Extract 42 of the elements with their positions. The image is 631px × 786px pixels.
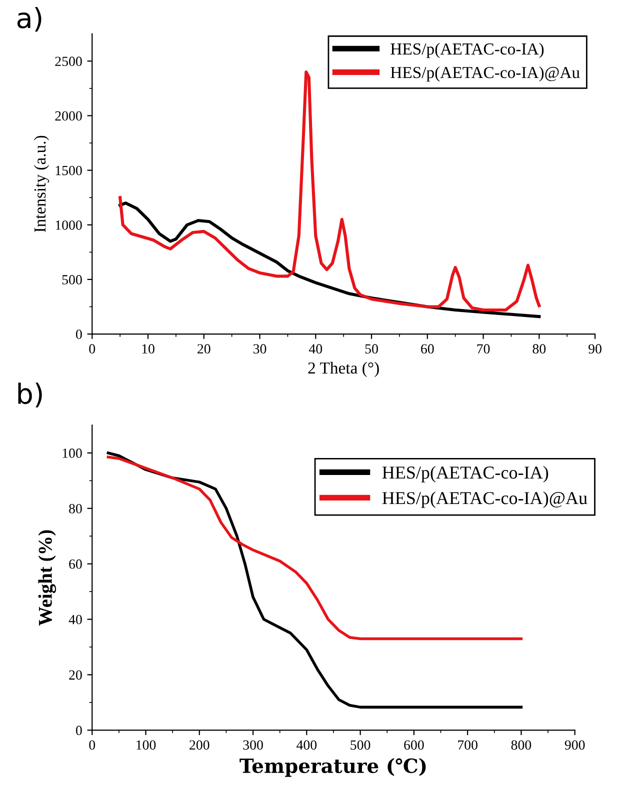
y-axis-title: Weight (%)	[38, 530, 56, 626]
x-tick-label: 600	[404, 740, 424, 750]
legend-label: HES/p(AETAC-co-IA)@Au	[382, 491, 588, 508]
y-tick-label: 0	[76, 726, 82, 736]
y-tick-label: 500	[62, 275, 82, 284]
y-tick-label: 1500	[56, 166, 82, 176]
legend-label: HES/p(AETAC-co-IA)	[382, 466, 548, 482]
x-axis-title: Temperature (℃)	[240, 758, 426, 777]
x-tick-label: 0	[89, 344, 96, 354]
x-tick-label: 800	[511, 740, 532, 750]
x-tick-label: 900	[564, 740, 585, 750]
x-tick-label: 300	[243, 740, 263, 750]
x-tick-label: 50	[365, 344, 378, 354]
x-tick-label: 80	[532, 344, 546, 354]
legend-label: HES/p(AETAC-co-IA)@Au	[390, 66, 580, 82]
y-tick-label: 0	[76, 330, 82, 340]
y-tick-label: 2500	[55, 56, 82, 66]
y-axis-title: Intensity (a.u.)	[34, 136, 50, 232]
x-tick-label: 200	[190, 740, 210, 750]
x-tick-label: 700	[458, 740, 478, 750]
y-tick-label: 40	[68, 614, 82, 624]
y-tick-label: 20	[69, 670, 82, 680]
x-tick-label: 10	[142, 344, 154, 354]
y-tick-label: 80	[69, 504, 82, 514]
x-tick-label: 20	[198, 344, 210, 354]
x-tick-label: 70	[477, 344, 490, 354]
x-tick-label: 400	[296, 740, 317, 750]
y-tick-label: 60	[69, 559, 82, 569]
x-tick-label: 100	[136, 740, 156, 750]
x-axis-title: 2 Theta (°)	[308, 362, 379, 378]
chart-title: a)	[17, 6, 42, 32]
x-tick-label: 90	[588, 344, 602, 354]
x-tick-label: 60	[421, 344, 434, 354]
y-tick-label: 2000	[55, 111, 82, 121]
legend-label: HES/p(AETAC-co-IA)	[390, 42, 544, 58]
y-tick-label: 100	[62, 448, 82, 458]
x-tick-label: 500	[350, 740, 370, 750]
y-tick-label: 1000	[56, 220, 82, 230]
x-tick-label: 40	[308, 344, 322, 354]
chart-title: b)	[18, 382, 42, 408]
x-tick-label: 30	[253, 344, 266, 354]
x-tick-label: 0	[89, 740, 96, 750]
